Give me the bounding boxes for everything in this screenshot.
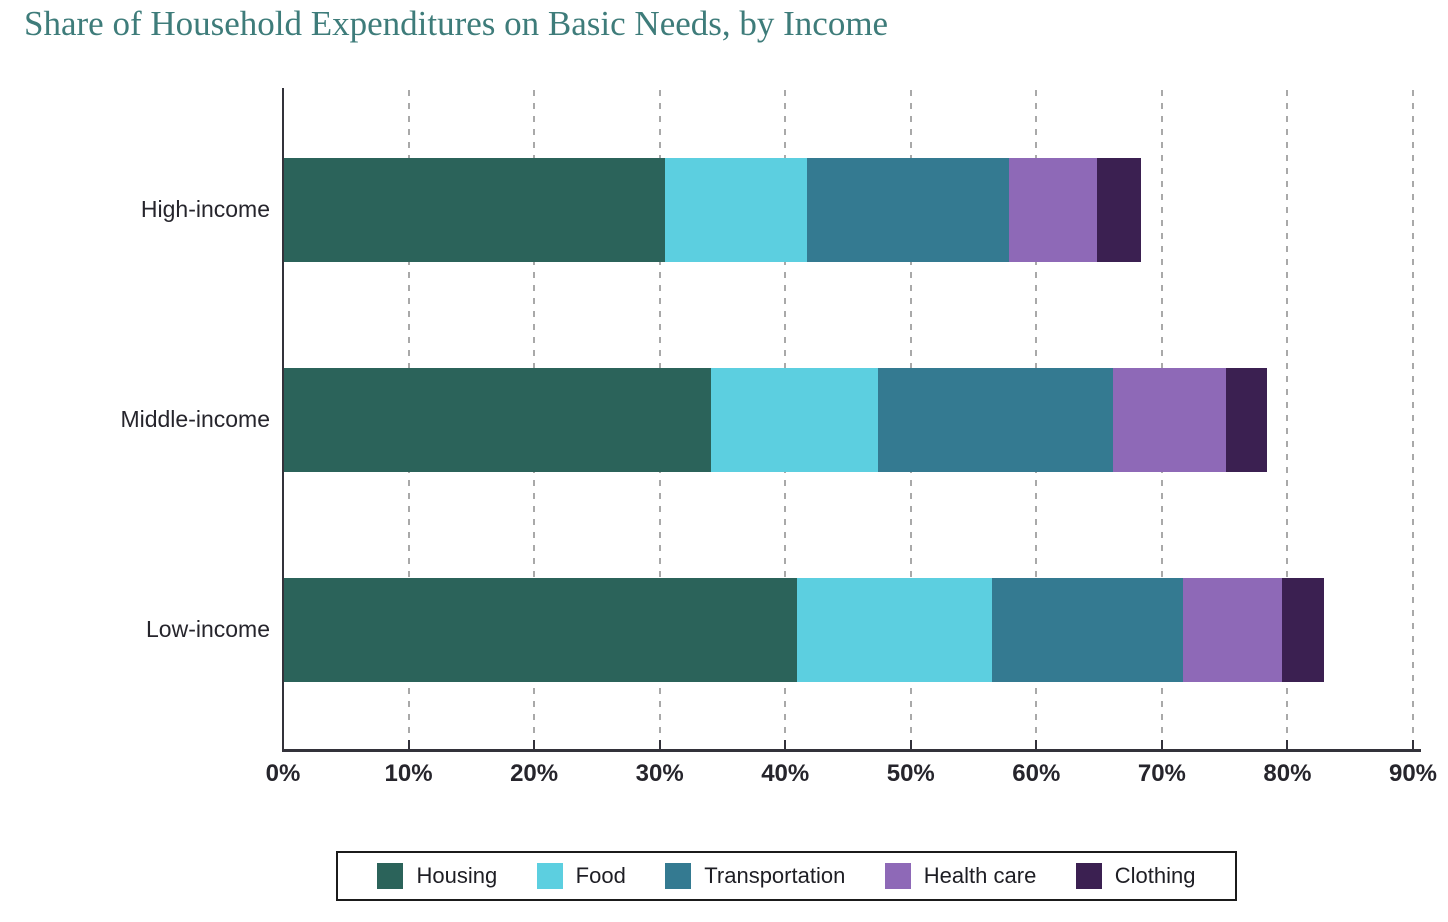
legend-item-transportation: Transportation	[665, 863, 845, 889]
gridline-80%	[1286, 90, 1289, 749]
legend-item-housing: Housing	[377, 863, 497, 889]
bar-segment-housing	[283, 368, 712, 472]
bar-segment-clothing	[1225, 368, 1268, 472]
x-tick-30%	[658, 740, 661, 749]
x-tick-40%	[784, 740, 787, 749]
x-tick-50%	[909, 740, 912, 749]
bar-segment-health-care	[1008, 158, 1097, 262]
legend-label: Food	[575, 863, 626, 888]
x-tick-label-50%: 50%	[886, 760, 935, 787]
legend-label: Clothing	[1114, 863, 1196, 888]
legend-label: Health care	[923, 863, 1037, 888]
bar-segment-food	[711, 368, 879, 472]
x-tick-80%	[1286, 740, 1289, 749]
x-tick-60%	[1035, 740, 1038, 749]
legend-swatch-food	[536, 863, 563, 889]
legend: Housing Food Transportation Health care Clot…	[336, 851, 1237, 901]
legend-swatch-transportation	[665, 863, 692, 889]
bar-segment-food	[664, 158, 807, 262]
chart-title: Share of Household Expenditures on Basic…	[24, 4, 889, 43]
x-tick-90%	[1412, 740, 1414, 749]
bar-segment-housing	[283, 578, 797, 682]
legend-item-food: Food	[536, 863, 626, 889]
bar-segment-health-care	[1112, 368, 1226, 472]
legend-swatch-health-care	[884, 863, 911, 889]
category-label-high-income: High-income	[140, 196, 270, 222]
x-tick-20%	[533, 740, 536, 749]
legend-label: Housing	[416, 863, 498, 888]
x-axis-line	[282, 749, 1421, 752]
legend-swatch-clothing	[1075, 863, 1102, 889]
bar-segment-transportation	[878, 368, 1113, 472]
category-label-low-income: Low-income	[146, 616, 270, 642]
x-tick-label-40%: 40%	[761, 760, 810, 787]
bar-segment-housing	[283, 158, 665, 262]
bar-segment-food	[796, 578, 993, 682]
x-tick-label-10%: 10%	[384, 760, 433, 787]
bar-segment-transportation	[806, 158, 1009, 262]
bar-segment-health-care	[1183, 578, 1283, 682]
category-label-middle-income: Middle-income	[120, 406, 270, 432]
y-axis-line	[282, 88, 284, 752]
legend-item-health-care: Health care	[884, 863, 1037, 889]
x-tick-label-90%: 90%	[1388, 760, 1438, 787]
gridline-90%	[1412, 90, 1414, 749]
x-tick-label-60%: 60%	[1012, 760, 1061, 787]
x-tick-label-30%: 30%	[635, 760, 684, 787]
x-tick-label-70%: 70%	[1137, 760, 1186, 787]
x-tick-label-20%: 20%	[510, 760, 559, 787]
legend-swatch-housing	[377, 863, 404, 889]
bar-segment-clothing	[1282, 578, 1324, 682]
x-tick-label-80%: 80%	[1263, 760, 1312, 787]
x-tick-10%	[407, 740, 410, 749]
x-tick-70%	[1160, 740, 1163, 749]
bar-segment-transportation	[992, 578, 1184, 682]
bar-segment-clothing	[1096, 158, 1141, 262]
legend-label: Transportation	[704, 863, 846, 888]
legend-item-clothing: Clothing	[1075, 863, 1196, 889]
x-tick-label-0%: 0%	[265, 760, 301, 787]
